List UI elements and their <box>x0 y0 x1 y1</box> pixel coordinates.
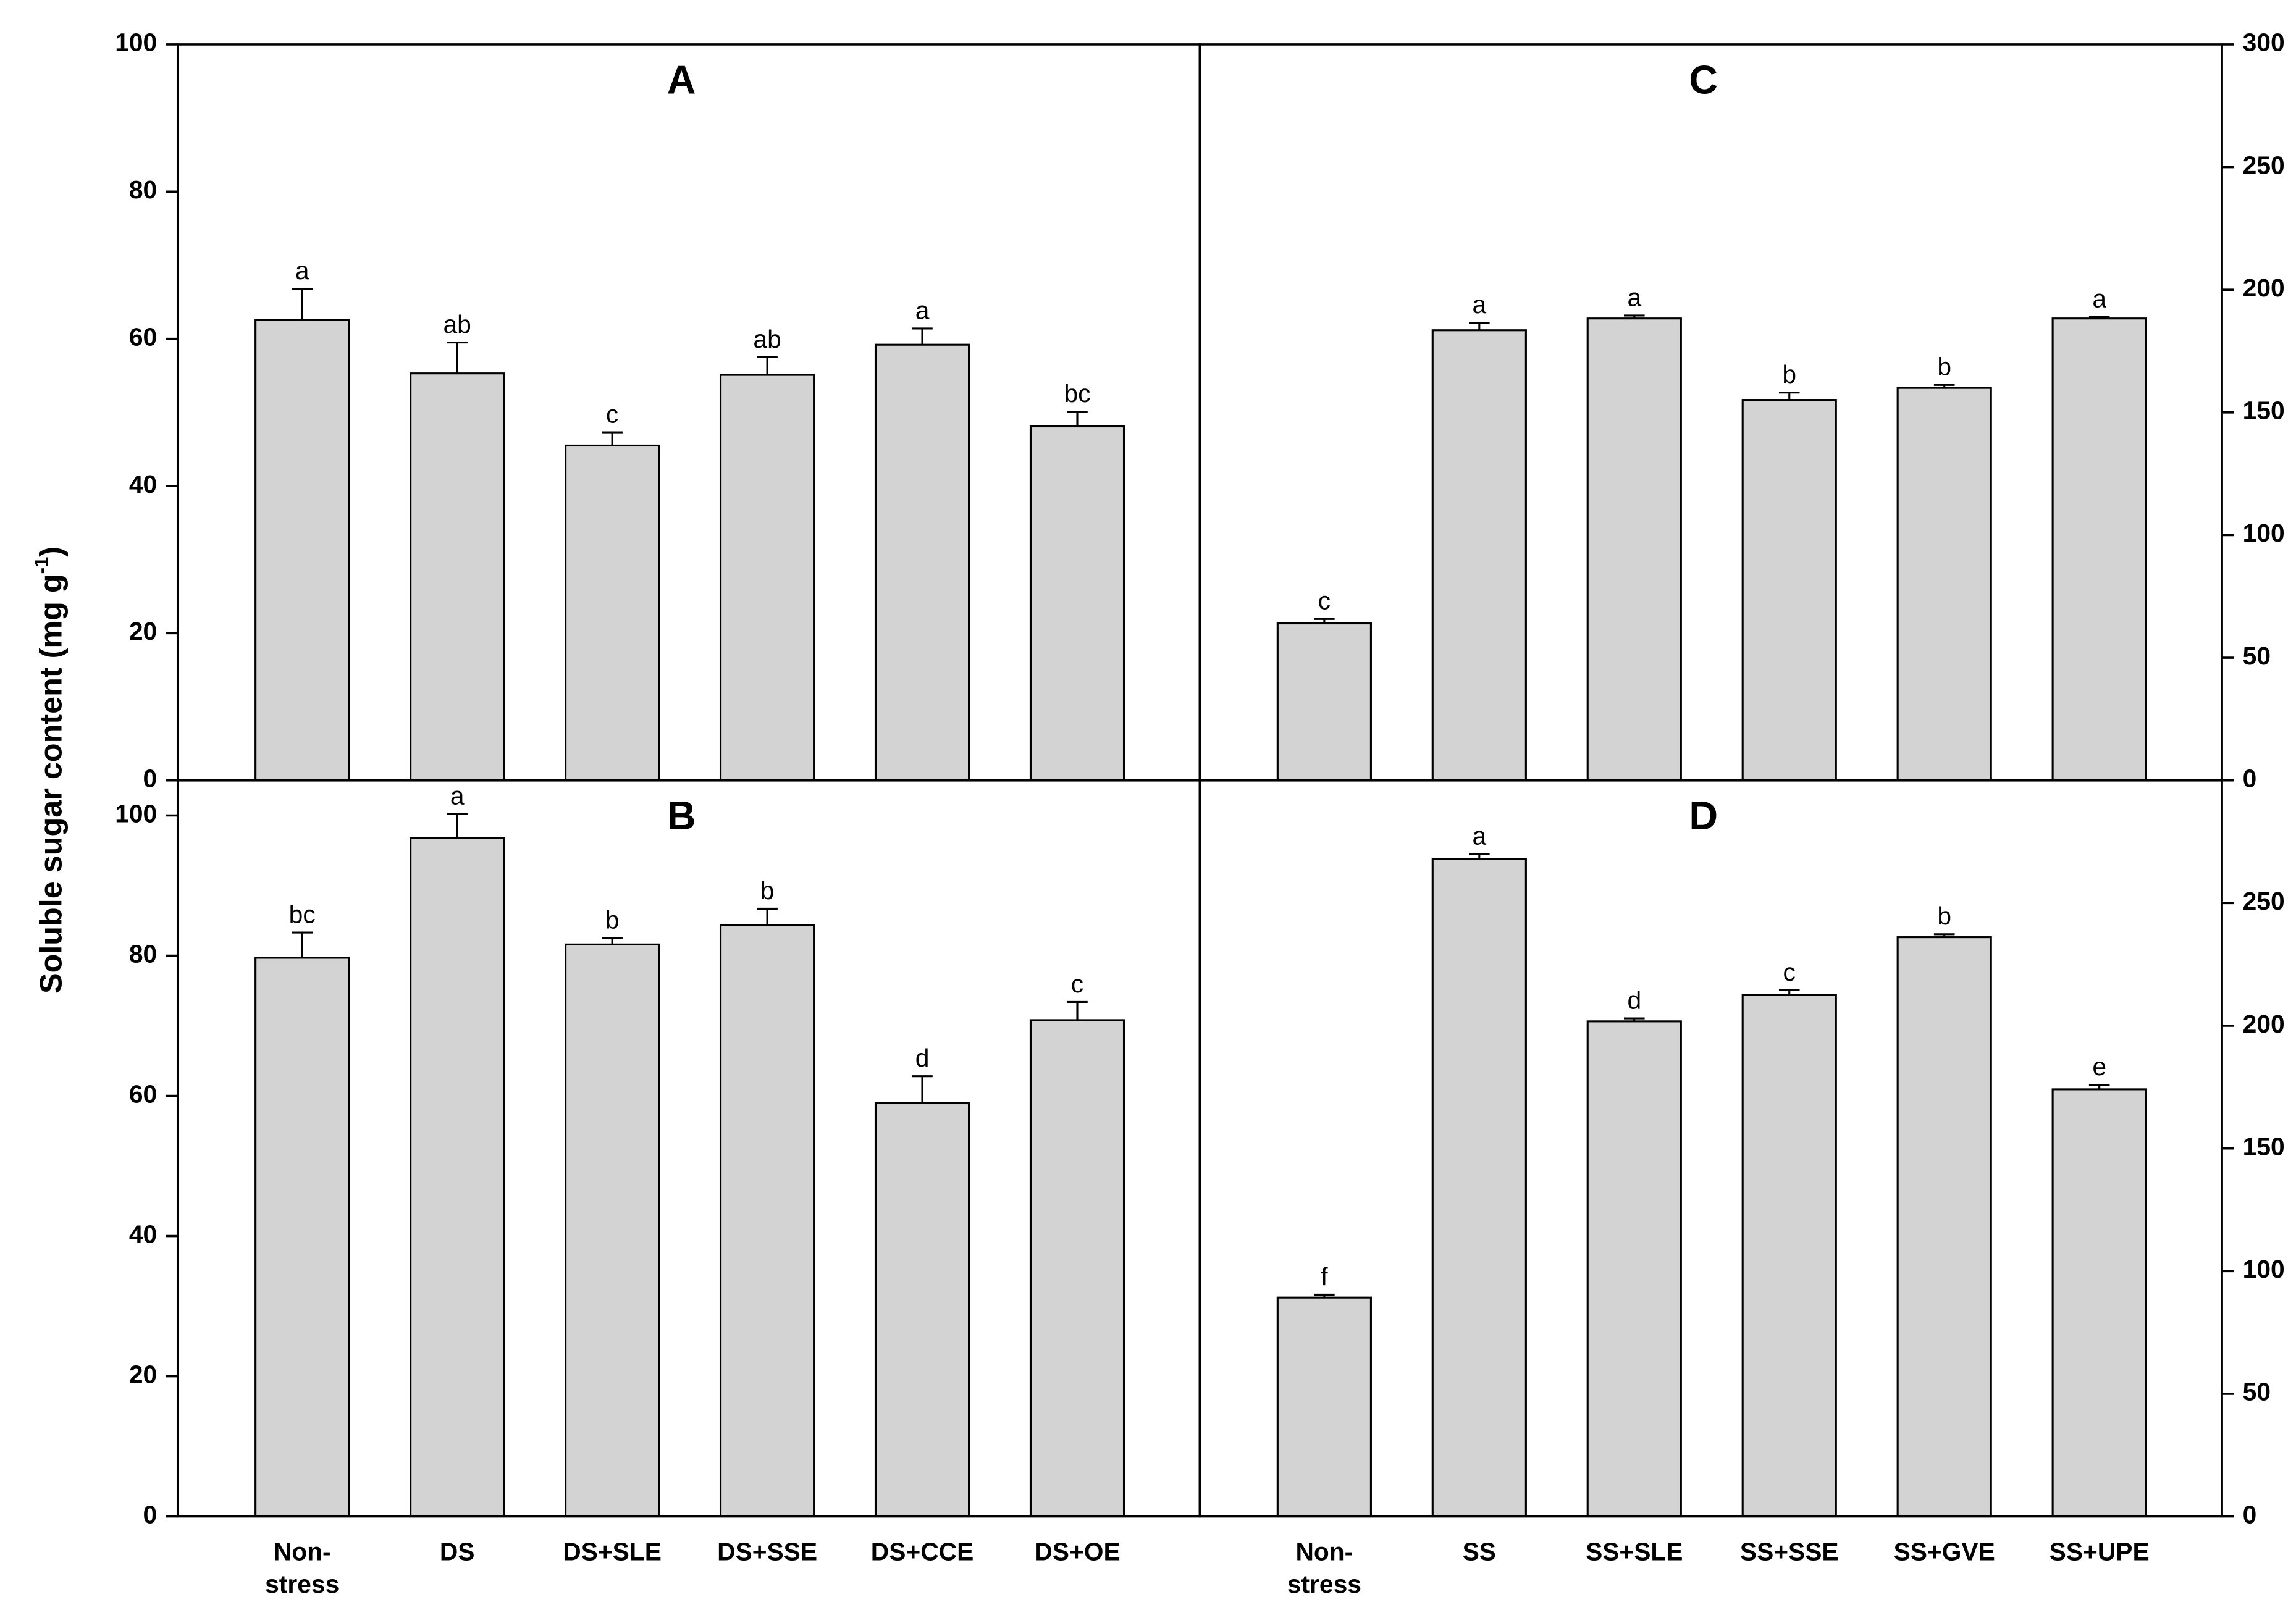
bar <box>1741 994 1837 1518</box>
y-tick-label: 60 <box>129 322 157 351</box>
significance-label: ab <box>753 325 781 353</box>
x-tick-label: DS+OE <box>1034 1537 1120 1566</box>
bar <box>410 837 505 1518</box>
significance-label: c <box>1071 970 1083 998</box>
x-tick-label: SS+SSE <box>1740 1537 1839 1566</box>
y-tick-label: 40 <box>129 1220 157 1248</box>
significance-label: c <box>606 400 618 428</box>
y-tick-label: 250 <box>2243 151 2285 179</box>
y-tick-label: 40 <box>129 470 157 498</box>
x-tick-label: SS <box>1463 1537 1496 1566</box>
significance-label: d <box>1627 986 1641 1014</box>
bar <box>254 957 350 1518</box>
significance-label: b <box>1782 360 1796 388</box>
bar <box>254 319 350 782</box>
y-tick-label: 150 <box>2243 1132 2285 1160</box>
bar <box>565 943 660 1518</box>
y-tick-label: 300 <box>2243 28 2285 57</box>
y-tick-label: 20 <box>129 1360 157 1388</box>
panel-title: A <box>667 57 696 102</box>
y-tick-label: 20 <box>129 617 157 645</box>
y-tick-label: 50 <box>2243 1378 2271 1406</box>
y-tick-label: 50 <box>2243 642 2271 670</box>
significance-label: b <box>605 906 620 934</box>
y-tick-label: 60 <box>129 1079 157 1108</box>
y-tick-label: 250 <box>2243 887 2285 915</box>
x-tick-label: Non-stress <box>1287 1537 1361 1597</box>
significance-label: a <box>295 256 309 285</box>
y-tick-label: 0 <box>143 765 158 793</box>
x-tick-label: SS+UPE <box>2050 1537 2150 1566</box>
bar <box>874 343 970 782</box>
significance-label: bc <box>289 900 316 928</box>
y-tick-label: 100 <box>2243 1255 2285 1283</box>
bar <box>719 374 815 782</box>
bar <box>1029 425 1125 782</box>
significance-label: c <box>1783 958 1796 986</box>
y-tick-label: 200 <box>2243 274 2285 302</box>
bar <box>1431 329 1527 782</box>
y-axis-label-text: Soluble sugar content (mg g <box>33 574 69 994</box>
y-tick-label: 150 <box>2243 396 2285 425</box>
label-line: stress <box>1287 1570 1361 1597</box>
y-tick-label: 100 <box>115 28 157 57</box>
significance-label: b <box>1937 353 1951 381</box>
y-tick-label: 100 <box>2243 519 2285 547</box>
x-tick-label: SS+SLE <box>1586 1537 1683 1566</box>
significance-label: a <box>2092 285 2106 313</box>
x-tick-label: DS+SLE <box>563 1537 662 1566</box>
label-line: stress <box>265 1570 339 1597</box>
y-axis-label: Soluble sugar content (mg g-1) <box>30 547 69 994</box>
significance-label: a <box>915 296 930 324</box>
label-line: Non- <box>274 1537 331 1566</box>
y-tick-label: 80 <box>129 175 157 204</box>
y-tick-label: 80 <box>129 939 157 968</box>
bar <box>1276 622 1372 782</box>
y-tick-label: 0 <box>2243 765 2257 793</box>
bar <box>1431 858 1527 1518</box>
significance-label: e <box>2092 1052 2106 1081</box>
significance-label: a <box>1472 290 1486 319</box>
panel-title: B <box>667 793 696 838</box>
y-tick-label: 0 <box>2243 1500 2257 1528</box>
bar <box>565 444 660 782</box>
x-tick-label: DS <box>440 1537 475 1566</box>
bar <box>1276 1296 1372 1518</box>
bar <box>1586 1020 1682 1518</box>
significance-label: bc <box>1064 379 1090 408</box>
significance-label: f <box>1321 1262 1328 1291</box>
significance-label: d <box>915 1044 930 1072</box>
bar <box>874 1102 970 1518</box>
panel-title: C <box>1689 57 1718 102</box>
bar <box>1029 1019 1125 1518</box>
y-tick-label: 200 <box>2243 1010 2285 1038</box>
y-tick-label: 0 <box>143 1500 158 1528</box>
bar <box>1741 399 1837 782</box>
significance-label: a <box>1627 283 1641 311</box>
significance-label: a <box>1472 821 1486 850</box>
bar <box>1586 317 1682 782</box>
label-line: Non- <box>1295 1537 1353 1566</box>
x-tick-label: SS+GVE <box>1894 1537 1995 1566</box>
x-tick-label: Non-stress <box>265 1537 339 1597</box>
x-tick-label: DS+SSE <box>717 1537 817 1566</box>
bar <box>2051 317 2147 782</box>
bar <box>719 924 815 1518</box>
significance-label: b <box>1937 902 1951 930</box>
x-tick-label: DS+CCE <box>871 1537 973 1566</box>
panel-title: D <box>1689 793 1718 838</box>
significance-label: b <box>760 876 775 905</box>
bar <box>1896 387 1992 782</box>
bar <box>1896 936 1992 1518</box>
significance-label: c <box>1318 587 1331 615</box>
y-axis-label-end: ) <box>33 547 69 557</box>
y-tick-label: 100 <box>115 799 157 828</box>
y-axis-label-sup: -1 <box>30 557 52 574</box>
significance-label: a <box>450 782 465 810</box>
bar <box>2051 1088 2147 1518</box>
bar <box>410 372 505 782</box>
significance-label: ab <box>443 310 471 338</box>
